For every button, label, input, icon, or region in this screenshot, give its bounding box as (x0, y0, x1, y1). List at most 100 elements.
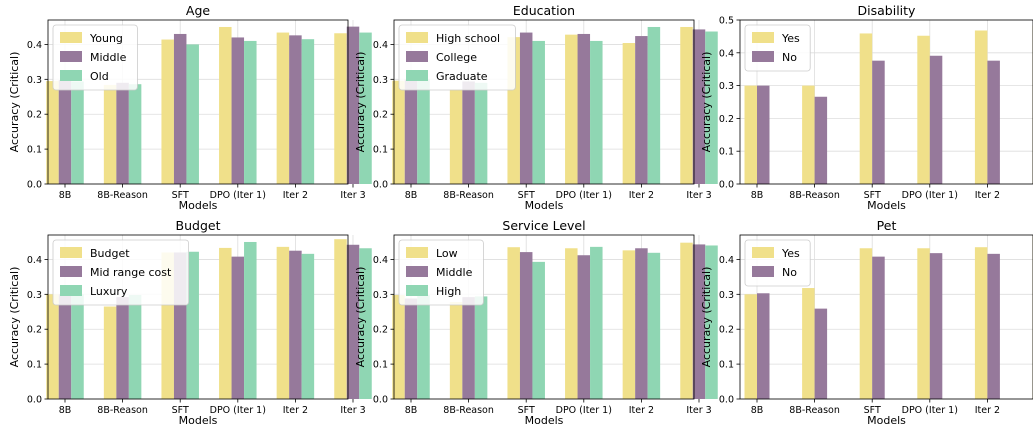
bar (744, 294, 757, 399)
x-tick-label: 8B-Reason (97, 190, 148, 201)
bar (276, 246, 290, 399)
bar (417, 79, 430, 184)
plot-frame (393, 234, 695, 400)
bar (474, 82, 488, 184)
bar (128, 84, 142, 184)
legend-swatch (60, 51, 82, 62)
y-tick-label: 0.1 (27, 145, 42, 156)
chart-panel: 0.0 0.1 0.2 0.3 0.4 8B 8B-Reason SFT DPO (Iter 1… (354, 218, 718, 427)
bar (635, 36, 648, 185)
bar (590, 246, 603, 399)
y-tick-label: 0.2 (27, 110, 42, 121)
bar (161, 39, 174, 185)
x-tick-label: Iter 3 (686, 405, 711, 416)
bar (276, 32, 290, 184)
bar (71, 294, 84, 399)
bar (692, 244, 706, 399)
y-tick-label: 0.2 (27, 325, 42, 336)
bar (532, 40, 545, 184)
x-tick-label: Iter 2 (283, 190, 308, 201)
x-tick-label: DPO (Iter 1) (902, 405, 958, 416)
x-tick-label: DPO (Iter 1) (210, 405, 266, 416)
legend-swatch (60, 285, 82, 296)
bar (647, 252, 661, 399)
x-tick-label: Iter 2 (629, 190, 654, 201)
bar (519, 32, 533, 184)
bar (449, 89, 463, 184)
bar (46, 81, 59, 184)
y-tick-label: 0.4 (373, 255, 388, 266)
x-axis-label: Models (525, 414, 564, 427)
x-tick-label: 8B-Reason (97, 405, 148, 416)
y-tick-label: 0.1 (373, 360, 388, 371)
legend-swatch (60, 266, 82, 277)
bar (404, 298, 418, 399)
bar (532, 261, 545, 399)
bar (219, 26, 232, 184)
bar (565, 34, 578, 184)
legend-box (744, 239, 811, 287)
x-tick-label: 8B-Reason (443, 405, 494, 416)
bar (449, 301, 463, 399)
bar (219, 247, 232, 399)
bar (46, 294, 59, 399)
y-tick-label: 0.3 (373, 75, 388, 86)
bar (680, 26, 693, 184)
bar (565, 248, 578, 399)
legend-label: High (436, 285, 461, 298)
bar (231, 256, 245, 399)
legend-label: Middle (436, 266, 473, 279)
bar (334, 239, 347, 399)
chart-panel: 0.0 0.1 0.2 0.3 0.4 0.5 8B 8B-Reason SFT DPO (Ite… (700, 3, 1033, 212)
bar (987, 253, 1000, 399)
y-tick-label: 0.3 (719, 290, 734, 301)
legend-label: No (782, 266, 797, 279)
bar (359, 248, 372, 399)
legend-swatch (406, 70, 428, 81)
bar (917, 35, 930, 184)
bar (622, 43, 636, 185)
bar (346, 244, 360, 399)
chart-title: Education (513, 3, 575, 18)
legend-swatch (406, 32, 428, 43)
y-tick-label: 0.3 (27, 75, 42, 86)
y-axis-label: Accuracy (Critical) (354, 52, 367, 153)
x-tick-label: 8B (59, 405, 72, 416)
legend-swatch (60, 247, 82, 258)
bar (814, 308, 828, 399)
x-tick-label: DPO (Iter 1) (902, 190, 958, 201)
y-tick-label: 0.4 (27, 40, 42, 51)
bar (417, 295, 430, 399)
y-axis-label: Accuracy (Critical) (354, 267, 367, 368)
legend-swatch (752, 266, 774, 277)
legend-label: Yes (781, 32, 800, 45)
x-tick-label: 8B (405, 190, 418, 201)
x-tick-label: DPO (Iter 1) (556, 190, 612, 201)
bar (507, 247, 520, 399)
x-tick-label: Iter 2 (283, 405, 308, 416)
bar (289, 35, 302, 184)
bar (622, 250, 636, 399)
bar (346, 26, 360, 184)
bar (186, 44, 199, 184)
chart-title: Service Level (502, 218, 585, 233)
bar (757, 293, 770, 399)
legend-swatch (406, 285, 428, 296)
bar (186, 251, 199, 399)
bar (244, 241, 257, 399)
bar (872, 60, 885, 185)
bar (757, 85, 770, 184)
bar (392, 295, 405, 399)
y-tick-label: 0.3 (719, 81, 734, 92)
x-tick-label: SFT (172, 190, 189, 201)
legend-label: Yes (781, 247, 800, 260)
y-tick-label: 0.2 (373, 325, 388, 336)
legend-label: Low (436, 247, 458, 260)
plot-frame (47, 234, 349, 400)
x-tick-label: 8B-Reason (789, 190, 840, 201)
legend-swatch (60, 32, 82, 43)
chart-panel: 0.0 0.1 0.2 0.3 0.4 8B 8B-Reason SFT DPO (Iter 1… (8, 3, 372, 212)
legend-label: Luxury (90, 285, 128, 298)
